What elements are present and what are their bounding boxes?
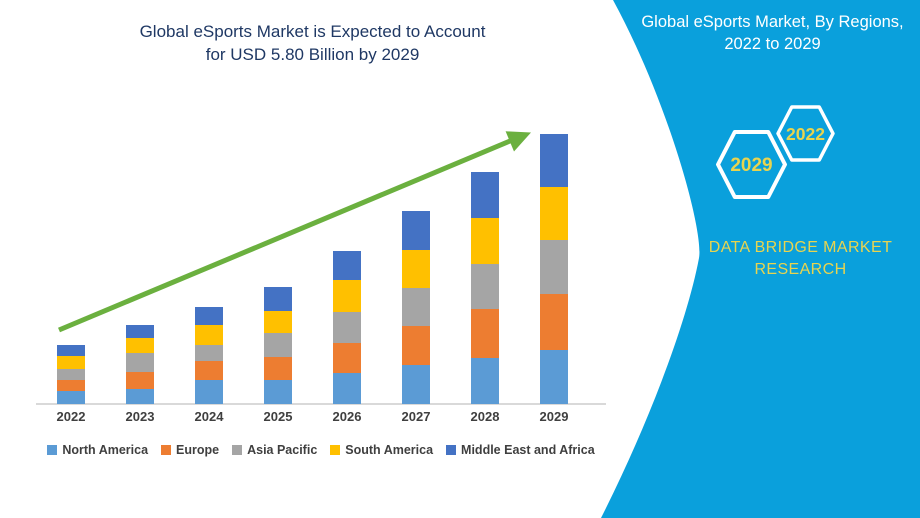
legend-swatch-europe bbox=[161, 445, 172, 455]
bar-segment-2022-south-america bbox=[57, 356, 85, 369]
x-label-2023: 2023 bbox=[125, 409, 155, 424]
chart-legend: North America Europe Asia Pacific South Ame… bbox=[36, 442, 606, 458]
right-panel-title-line1: Global eSports Market, By Regions, bbox=[641, 13, 904, 31]
hexagon-2022 bbox=[776, 105, 835, 162]
legend-item-south-america: South America bbox=[330, 443, 433, 457]
bar-segment-2022-asia-pacific bbox=[57, 368, 85, 380]
bar-segment-2027-asia-pacific bbox=[402, 287, 430, 326]
bar-2025 bbox=[264, 287, 292, 404]
bar-segment-2024-asia-pacific bbox=[195, 345, 223, 361]
bar-segment-2028-middle-east-and-africa bbox=[471, 172, 499, 218]
legend-label-north-america: North America bbox=[62, 443, 149, 457]
bar-segment-2029-south-america bbox=[540, 187, 568, 241]
bar-segment-2029-asia-pacific bbox=[540, 240, 568, 294]
brand-line2: RESEARCH bbox=[754, 261, 847, 278]
bar-2026 bbox=[333, 250, 361, 404]
bar-segment-2028-asia-pacific bbox=[471, 264, 499, 310]
chart-title-line2: for USD 5.80 Billion by 2029 bbox=[205, 45, 420, 64]
hexagon-graphic: 2029 2022 bbox=[716, 102, 838, 199]
bar-segment-2027-north-america bbox=[402, 364, 430, 404]
hexagon-2029 bbox=[716, 130, 787, 199]
x-axis-line bbox=[36, 403, 606, 405]
right-panel-title-line2: 2022 to 2029 bbox=[724, 35, 821, 53]
bar-segment-2023-north-america bbox=[126, 388, 154, 404]
bar-segment-2029-north-america bbox=[540, 349, 568, 404]
bar-segment-2024-middle-east-and-africa bbox=[195, 306, 223, 325]
right-panel-title: Global eSports Market, By Regions, 2022 … bbox=[625, 11, 920, 55]
bar-segment-2022-middle-east-and-africa bbox=[57, 344, 85, 357]
cyan-wave-shape bbox=[601, 0, 920, 518]
bar-segment-2028-north-america bbox=[471, 357, 499, 404]
bar-2023 bbox=[126, 325, 154, 404]
trend-arrow-line bbox=[58, 138, 511, 333]
bar-segment-2022-north-america bbox=[57, 390, 85, 404]
x-label-2029: 2029 bbox=[539, 409, 569, 424]
bar-segment-2025-north-america bbox=[264, 379, 292, 404]
legend-item-north-america: North America bbox=[47, 443, 148, 457]
bar-segment-2025-asia-pacific bbox=[264, 333, 292, 358]
bar-2024 bbox=[195, 306, 223, 404]
bar-2028 bbox=[471, 172, 499, 404]
bar-segment-2023-south-america bbox=[126, 337, 154, 353]
x-label-2026: 2026 bbox=[332, 409, 362, 424]
legend-item-middle-east-and-africa: Middle East and Africa bbox=[446, 443, 595, 457]
bar-segment-2027-middle-east-and-africa bbox=[402, 210, 430, 250]
legend-label-asia-pacific: Asia Pacific bbox=[247, 443, 318, 457]
bar-segment-2022-europe bbox=[57, 379, 85, 391]
legend-label-europe: Europe bbox=[176, 443, 220, 457]
bar-segment-2025-europe bbox=[264, 357, 292, 380]
bar-2027 bbox=[402, 210, 430, 404]
legend-swatch-middle-east-and-africa bbox=[446, 445, 457, 455]
bar-segment-2029-europe bbox=[540, 294, 568, 350]
bar-segment-2025-south-america bbox=[264, 311, 292, 334]
bar-segment-2027-europe bbox=[402, 325, 430, 365]
legend-swatch-south-america bbox=[330, 445, 341, 455]
bar-segment-2024-south-america bbox=[195, 324, 223, 346]
legend-swatch-asia-pacific bbox=[232, 445, 243, 455]
bar-segment-2026-asia-pacific bbox=[333, 311, 361, 344]
bar-2022 bbox=[57, 344, 85, 404]
brand-wordmark: DATA BRIDGE MARKET RESEARCH bbox=[690, 237, 911, 281]
bar-segment-2026-middle-east-and-africa bbox=[333, 250, 361, 280]
bar-segment-2026-europe bbox=[333, 343, 361, 374]
chart-title: Global eSports Market is Expected to Acc… bbox=[55, 20, 570, 66]
x-label-2028: 2028 bbox=[470, 409, 500, 424]
x-label-2024: 2024 bbox=[194, 409, 224, 424]
x-label-2022: 2022 bbox=[56, 409, 86, 424]
hexagon-2029-label: 2029 bbox=[730, 155, 772, 176]
bar-segment-2024-europe bbox=[195, 360, 223, 381]
bar-segment-2023-asia-pacific bbox=[126, 352, 154, 372]
brand-line1: DATA BRIDGE MARKET bbox=[708, 239, 893, 256]
bar-segment-2023-middle-east-and-africa bbox=[126, 325, 154, 338]
legend-swatch-north-america bbox=[47, 445, 58, 455]
bar-segment-2026-north-america bbox=[333, 373, 361, 404]
legend-label-south-america: South America bbox=[345, 443, 434, 457]
plot-area: 2022 2023 2024 2025 2026 2027 2028 2029 bbox=[36, 131, 606, 424]
bar-segment-2023-europe bbox=[126, 371, 154, 389]
legend-item-asia-pacific: Asia Pacific bbox=[232, 443, 317, 457]
bar-segment-2029-middle-east-and-africa bbox=[540, 133, 568, 188]
trend-arrow-head bbox=[505, 131, 531, 152]
bar-segment-2026-south-america bbox=[333, 279, 361, 312]
legend-label-middle-east-and-africa: Middle East and Africa bbox=[461, 443, 595, 457]
hexagon-2022-label: 2022 bbox=[786, 124, 825, 144]
bar-segment-2025-middle-east-and-africa bbox=[264, 287, 292, 312]
bar-2029 bbox=[540, 133, 568, 404]
trend-arrow bbox=[58, 131, 531, 333]
bar-segment-2028-south-america bbox=[471, 217, 499, 265]
bar-segment-2028-europe bbox=[471, 309, 499, 358]
bar-segment-2024-north-america bbox=[195, 380, 223, 404]
legend-item-europe: Europe bbox=[161, 443, 219, 457]
x-label-2025: 2025 bbox=[263, 409, 293, 424]
x-label-2027: 2027 bbox=[401, 409, 431, 424]
chart-title-line1: Global eSports Market is Expected to Acc… bbox=[139, 22, 486, 41]
bar-segment-2027-south-america bbox=[402, 249, 430, 288]
